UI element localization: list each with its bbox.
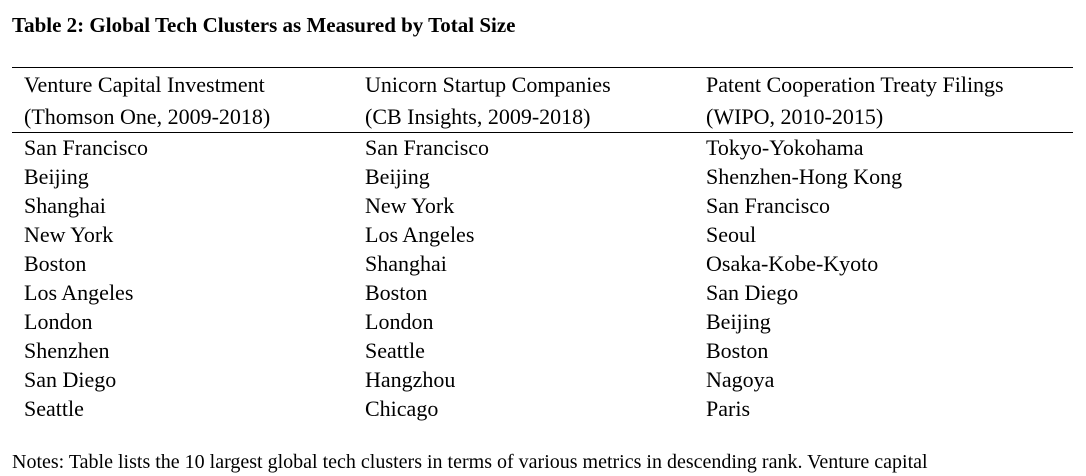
cell-vc: Beijing: [24, 164, 89, 189]
cell-unicorn: Beijing: [365, 164, 430, 189]
cell-vc: San Francisco: [24, 135, 149, 160]
header-unicorn-source: (CB Insights, 2009-2018): [353, 100, 694, 133]
cell-pct: Tokyo-Yokohama: [706, 135, 864, 160]
cell-unicorn: Chicago: [365, 396, 439, 421]
cell-unicorn: Seattle: [365, 338, 425, 363]
header-vc-source: (Thomson One, 2009-2018): [12, 100, 353, 133]
table-row: San Francisco San Francisco Tokyo-Yokohama: [12, 133, 1073, 163]
cell-unicorn: Boston: [365, 280, 428, 305]
cell-unicorn: London: [365, 309, 434, 334]
cell-vc: Shanghai: [24, 193, 106, 218]
cell-pct: San Francisco: [706, 193, 831, 218]
cell-pct: Paris: [706, 396, 750, 421]
header-row-2: (Thomson One, 2009-2018) (CB Insights, 2…: [12, 100, 1073, 133]
cell-pct: Beijing: [706, 309, 771, 334]
cell-pct: San Diego: [706, 280, 799, 305]
cell-pct: Seoul: [706, 222, 757, 247]
table-row: Boston Shanghai Osaka-Kobe-Kyoto: [12, 249, 1073, 278]
table-notes: Notes: Table lists the 10 largest global…: [12, 451, 928, 473]
table-row: Seattle Chicago Paris: [12, 394, 1073, 425]
cell-pct: Osaka-Kobe-Kyoto: [706, 251, 879, 276]
header-row-1: Venture Capital Investment Unicorn Start…: [12, 68, 1073, 100]
clusters-table: Venture Capital Investment Unicorn Start…: [12, 68, 1073, 425]
table-body: San Francisco San Francisco Tokyo-Yokohama…: [12, 133, 1073, 426]
table-header: Venture Capital Investment Unicorn Start…: [12, 68, 1073, 133]
table-row: San Diego Hangzhou Nagoya: [12, 365, 1073, 394]
header-pct-title: Patent Cooperation Treaty Filings: [706, 72, 1004, 97]
cell-pct: Shenzhen-Hong Kong: [706, 164, 903, 189]
cell-vc: San Diego: [24, 367, 117, 392]
cell-vc: Shenzhen: [24, 338, 110, 363]
table-caption: Table 2: Global Tech Clusters as Measure…: [12, 13, 516, 37]
table-row: Shanghai New York San Francisco: [12, 191, 1073, 220]
table-row: Beijing Beijing Shenzhen-Hong Kong: [12, 162, 1073, 191]
cell-vc: Boston: [24, 251, 87, 276]
header-vc-title: Venture Capital Investment: [24, 72, 265, 97]
table-row: Shenzhen Seattle Boston: [12, 336, 1073, 365]
header-unicorn-title: Unicorn Startup Companies: [365, 72, 611, 97]
cell-unicorn: Los Angeles: [365, 222, 475, 247]
cell-unicorn: Hangzhou: [365, 367, 456, 392]
cell-unicorn: New York: [365, 193, 455, 218]
cell-vc: Los Angeles: [24, 280, 134, 305]
cell-unicorn: San Francisco: [365, 135, 490, 160]
cell-pct: Nagoya: [706, 367, 775, 392]
header-pct-source: (WIPO, 2010-2015): [694, 100, 1073, 133]
table-row: New York Los Angeles Seoul: [12, 220, 1073, 249]
cell-vc: New York: [24, 222, 114, 247]
table-row: London London Beijing: [12, 307, 1073, 336]
cell-vc: London: [24, 309, 93, 334]
clusters-table-wrapper: Venture Capital Investment Unicorn Start…: [12, 67, 1073, 425]
cell-unicorn: Shanghai: [365, 251, 447, 276]
cell-vc: Seattle: [24, 396, 84, 421]
cell-pct: Boston: [706, 338, 769, 363]
table-row: Los Angeles Boston San Diego: [12, 278, 1073, 307]
top-rule: [12, 67, 1073, 68]
